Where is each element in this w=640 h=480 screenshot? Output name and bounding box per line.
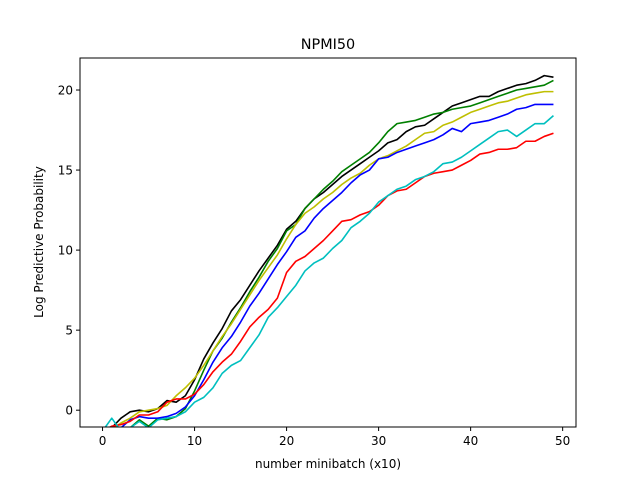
axes-frame	[79, 57, 577, 428]
series-line-3	[113, 90, 554, 427]
x-tick-label: 50	[555, 434, 570, 448]
x-tick-label: 0	[99, 434, 107, 448]
y-tick-label: 15	[58, 164, 73, 178]
series-line-6	[104, 115, 554, 427]
series-line-5	[108, 132, 554, 427]
chart-title: NPMI50	[301, 37, 355, 53]
y-axis-ticks: 0 5 10 15 20	[58, 84, 80, 418]
series-line-1	[111, 74, 554, 427]
x-axis-label: number minibatch (x10)	[255, 457, 401, 471]
y-axis-label: Log Predictive Probability	[32, 166, 46, 318]
x-axis-ticks: 0 10 20 30 40 50	[99, 427, 570, 448]
x-tick-label: 30	[371, 434, 386, 448]
y-tick-label: 10	[58, 244, 73, 258]
x-tick-label: 10	[187, 434, 202, 448]
plot-area: 0 10 20 30 40 50 0 5 10 15 20	[58, 57, 577, 448]
y-tick-label: 20	[58, 84, 73, 98]
x-tick-label: 40	[463, 434, 478, 448]
series-line-4	[120, 103, 554, 427]
x-tick-label: 20	[279, 434, 294, 448]
y-tick-label: 5	[65, 324, 73, 338]
series-layer	[104, 74, 554, 427]
y-tick-label: 0	[65, 404, 73, 418]
